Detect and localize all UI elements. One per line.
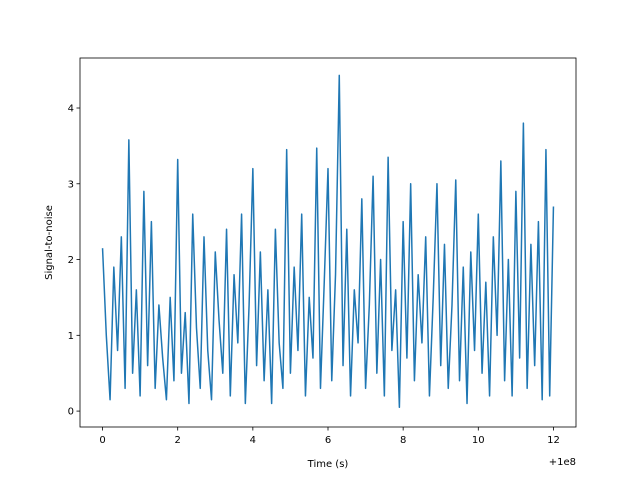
x-tick-label: 8 (400, 435, 406, 446)
y-tick-label: 3 (68, 179, 74, 190)
y-axis-label: Signal-to-noise (44, 205, 55, 280)
y-tick-label: 0 (68, 407, 74, 418)
axes-frame (79, 57, 577, 428)
x-axis-label: Time (s) (307, 459, 349, 470)
x-tick-label: 4 (250, 435, 256, 446)
x-tick-label: 0 (99, 435, 105, 446)
signal-line (101, 74, 555, 409)
x-offset-label: +1e8 (549, 457, 576, 468)
x-tick-label: 12 (547, 435, 560, 446)
y-tick-label: 2 (68, 255, 74, 266)
y-tick-label: 1 (68, 331, 74, 342)
y-tick-label: 4 (68, 104, 74, 115)
x-tick-label: 10 (472, 435, 485, 446)
x-tick-label: 2 (175, 435, 181, 446)
x-tick-label: 6 (325, 435, 331, 446)
